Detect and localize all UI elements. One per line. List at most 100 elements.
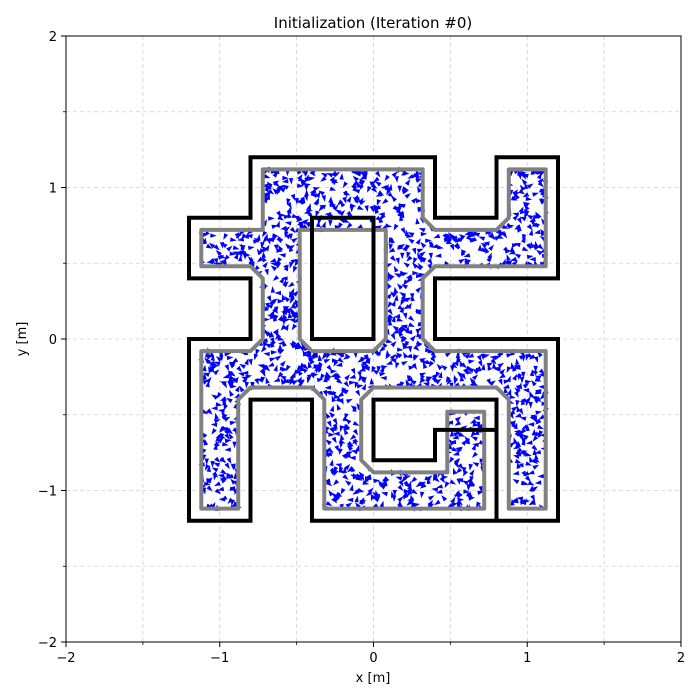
particle-arrow	[274, 333, 282, 340]
particle-arrow	[414, 169, 420, 176]
particle-arrow	[454, 420, 462, 426]
particle-arrow	[512, 214, 519, 221]
particle-arrow	[371, 366, 376, 373]
particle-arrow	[263, 174, 271, 179]
particle-arrow	[521, 236, 526, 244]
particle-arrow	[521, 355, 526, 362]
particle-arrow	[531, 379, 537, 387]
particle-arrow	[331, 497, 338, 504]
particle-arrow	[506, 366, 512, 373]
particle-arrow	[514, 458, 522, 464]
particle-arrow	[468, 463, 473, 471]
particle-arrow	[385, 352, 391, 360]
particle-arrow	[397, 330, 404, 337]
particle-arrow	[534, 377, 542, 382]
y-tick-label: 1	[49, 182, 57, 197]
particle-arrow	[506, 254, 511, 261]
particle-arrow	[449, 456, 455, 464]
particle-arrow	[389, 354, 396, 361]
particle-arrow	[367, 185, 372, 193]
particle-arrow	[456, 478, 461, 485]
particle-arrow	[339, 173, 344, 180]
particle-arrow	[471, 451, 478, 458]
particle-arrow	[268, 216, 275, 221]
particle-arrow	[369, 181, 377, 186]
particle-arrow	[498, 378, 503, 386]
particle-arrow	[369, 205, 374, 213]
particle-arrow	[335, 495, 340, 503]
particle-arrow	[302, 219, 309, 225]
particle-arrow	[396, 283, 403, 290]
particle-arrow	[401, 326, 408, 332]
particle-arrow	[405, 325, 410, 333]
particle-arrow	[397, 185, 402, 193]
particle-arrow	[392, 205, 399, 212]
particle-arrow	[303, 210, 311, 215]
particle-arrow	[323, 359, 331, 364]
particle-arrow	[397, 347, 404, 352]
particle-arrow	[367, 487, 374, 494]
particle-arrow	[509, 394, 516, 399]
particle-arrow	[412, 262, 419, 269]
particle-arrow	[329, 176, 336, 183]
particle-arrow	[460, 362, 468, 369]
particle-arrow	[525, 461, 532, 466]
particle-arrow	[314, 197, 320, 205]
particle-arrow	[246, 234, 253, 239]
particle-arrow	[415, 178, 423, 183]
particle-arrow	[403, 262, 410, 268]
chart-title: Initialization (Iteration #0)	[274, 14, 472, 32]
particle-arrow	[326, 420, 332, 428]
particle-arrow	[267, 237, 274, 243]
particle-arrow	[473, 232, 481, 237]
particle-arrow	[361, 363, 367, 370]
particle-arrow	[211, 428, 217, 435]
particle-arrow	[327, 447, 334, 453]
particle-arrow	[288, 318, 296, 323]
particle-arrow	[222, 374, 230, 379]
particle-arrow	[375, 170, 381, 178]
particle-arrow	[308, 357, 315, 362]
particle-arrow	[416, 342, 423, 347]
particle-arrow	[297, 183, 304, 188]
particle-arrow	[471, 443, 476, 451]
particle-arrow	[455, 467, 463, 474]
particle-arrow	[275, 220, 280, 228]
particle-arrow	[241, 370, 249, 376]
particle-arrow	[388, 183, 393, 191]
particle-arrow	[472, 442, 479, 448]
particle-arrow	[376, 366, 381, 373]
particle-arrow	[524, 182, 529, 190]
particle-arrow	[248, 358, 253, 366]
particle-arrow	[467, 490, 473, 498]
particle-arrow	[413, 345, 420, 351]
particle-arrow	[342, 181, 348, 189]
particle-arrow	[404, 179, 411, 186]
particle-arrow	[346, 442, 354, 449]
particle-arrow	[456, 430, 463, 438]
particle-arrow	[404, 193, 411, 199]
particle-arrow	[478, 485, 483, 493]
particle-arrow	[329, 405, 335, 412]
particle-arrow	[302, 349, 308, 357]
particle-arrow	[471, 436, 478, 442]
particle-arrow	[410, 476, 418, 483]
particle-arrow	[434, 499, 441, 506]
particle-arrow	[458, 258, 466, 264]
particle-arrow	[397, 499, 403, 507]
particle-arrow	[287, 281, 295, 288]
particle-arrow	[272, 275, 280, 281]
particle-arrow	[237, 372, 245, 377]
particle-arrow	[358, 197, 364, 205]
particle-arrow	[476, 421, 481, 429]
particle-arrow	[534, 375, 542, 381]
particle-arrow	[440, 364, 448, 371]
particle-arrow	[387, 318, 392, 326]
particle-arrow	[352, 428, 359, 436]
particle-arrow	[537, 424, 544, 430]
particle-arrow	[206, 408, 213, 415]
particle-arrow	[222, 442, 229, 447]
particle-arrow	[454, 491, 461, 498]
particle-arrow	[349, 203, 357, 208]
